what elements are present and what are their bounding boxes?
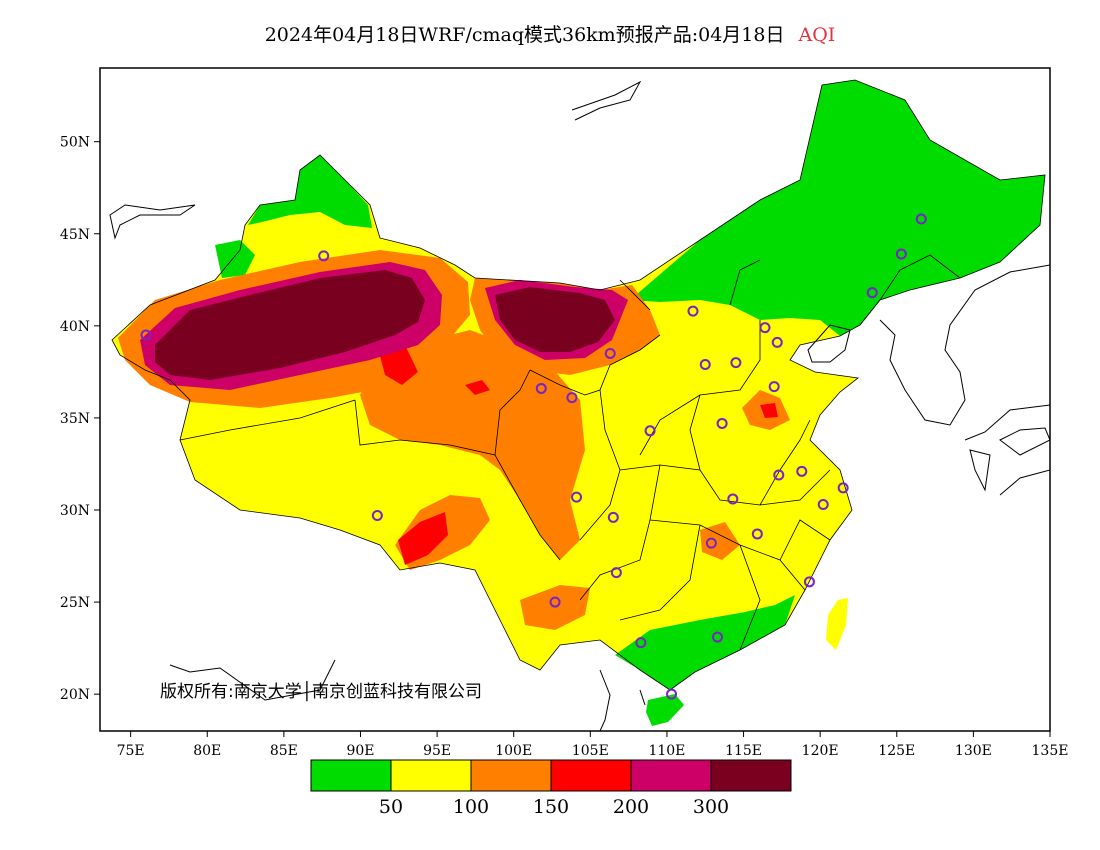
aqi-region-unhealthy-sensitive-central [360,330,585,560]
title-text: 2024年04月18日WRF/cmaq模式36km预报产品:04月18日 [264,24,785,46]
legend-swatch [470,759,552,792]
station-marker [796,465,808,477]
station-marker [773,469,785,481]
lon-tick-label: 90E [346,743,374,759]
station-marker [817,498,829,510]
aqi-region-unhealthy-4 [465,380,490,395]
legend-swatch [390,759,472,792]
lat-tick-label: 45N [60,227,90,243]
aqi-region-good-northeast [630,80,1045,336]
aqi-region-good-south [615,595,795,690]
station-marker [140,329,152,341]
aqi-region-unhealthy-1 [378,345,418,385]
copyright-text: 版权所有:南京大学│南京创蓝科技有限公司 [160,681,482,702]
station-marker [837,482,849,494]
border-west-neighbours [109,80,642,701]
lon-tick-label: 130E [955,743,992,759]
legend-swatch [630,759,712,792]
lon-tick-label: 85E [270,743,298,759]
coastline-korea-japan [879,264,1050,496]
legend-label: 150 [533,796,569,818]
lat-tick-label: 50N [60,135,90,151]
station-marker [687,305,699,317]
station-marker [699,359,711,371]
coastline-bohai [807,324,851,363]
station-marker [566,392,578,404]
coastline-vietnam [599,669,646,731]
aqi-region-unhealthy-2 [398,512,448,565]
station-marker [610,567,622,579]
lon-tick-label: 125E [878,743,915,759]
legend-swatch [710,759,792,792]
station-marker [751,528,763,540]
lat-tick-label: 30N [60,503,90,519]
station-marker [727,493,739,505]
lon-tick-label: 75E [117,743,145,759]
lat-tick-label: 25N [60,595,90,611]
legend-swatch [310,759,392,792]
hainan-region [646,694,684,726]
station-marker [535,382,547,394]
lon-tick-label: 120E [802,743,839,759]
aqi-region-hazardous-tarim [155,270,425,380]
station-marker [666,688,678,700]
legend-label: 300 [693,796,729,818]
station-marker [895,248,907,260]
station-marker [549,596,561,608]
station-marker [371,510,383,522]
aqi-region-unhealthy-sensitive-hunan [700,522,740,560]
station-marker [712,631,723,643]
station-marker [759,322,771,334]
station-marker [635,637,647,649]
aqi-region-hazardous-alxa [495,287,615,352]
station-marker [318,250,330,262]
station-marker [915,213,927,225]
map-frame [99,67,1051,732]
station-marker [803,576,815,588]
lat-tick-label: 40N [60,319,90,335]
lat-tick-label: 20N [60,687,90,703]
legend-label: 200 [613,796,649,818]
station-marker [571,491,583,503]
station-marker [607,511,619,523]
station-marker [705,537,717,549]
station-marker [730,357,742,369]
lon-tick-label: 105E [572,743,609,759]
lon-tick-label: 100E [495,743,532,759]
china-border [111,79,1046,691]
station-markers [140,213,927,700]
station-marker [644,425,656,437]
aqi-legend: 50 100 150 200 300 [310,759,792,818]
station-marker [604,347,616,359]
station-marker [768,381,780,393]
map-title: 2024年04月18日WRF/cmaq模式36km预报产品:04月18日 AQI [0,20,1100,47]
lon-tick-label: 95E [423,743,451,759]
station-marker [716,417,728,429]
axis-ticks: 75E 80E 85E 90E 95E 100E 105E 110E 115E 120E 125E 1… [60,135,1069,759]
lon-tick-label: 135E [1032,743,1069,759]
lon-tick-label: 80E [193,743,221,759]
legend-swatch [550,759,632,792]
station-marker [866,287,878,299]
legend-label: 50 [379,796,403,818]
lat-tick-label: 35N [60,411,90,427]
lon-tick-label: 115E [725,743,762,759]
aqi-region-good-northwest [248,155,372,228]
legend-label: 100 [453,796,489,818]
aqi-region-unhealthy-3 [760,403,778,418]
taiwan-region [826,598,848,650]
station-marker [771,336,783,348]
title-variable: AQI [798,24,836,46]
lon-tick-label: 110E [648,743,685,759]
map-content [109,79,1050,731]
